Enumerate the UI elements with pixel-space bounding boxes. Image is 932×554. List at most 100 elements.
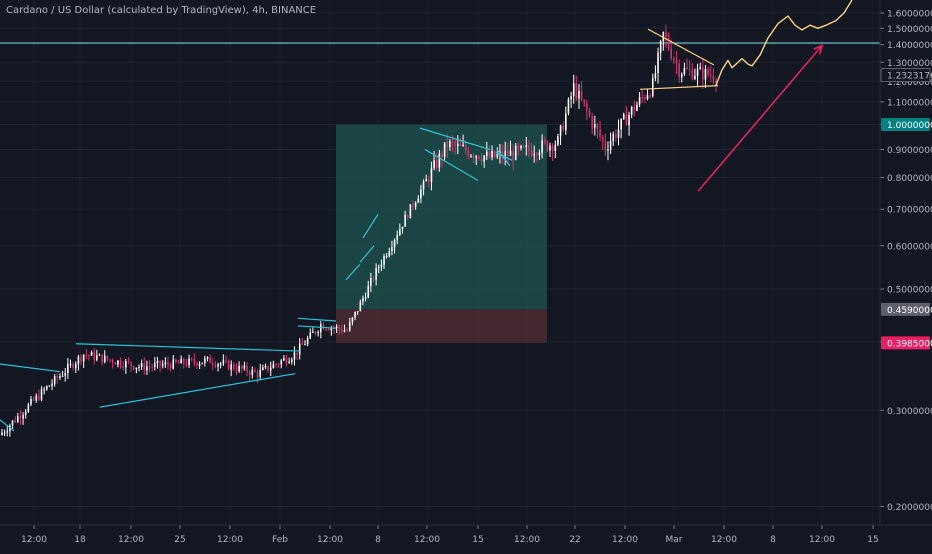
candle-body (74, 364, 77, 369)
candle-body (225, 360, 227, 362)
candle-body (665, 32, 667, 38)
candle-body (277, 364, 280, 366)
candle-body (449, 141, 451, 148)
candle-body (622, 114, 625, 119)
candle-body (238, 365, 240, 372)
candle-body (485, 151, 488, 156)
candle-body (670, 48, 673, 59)
price-tag-label: 1.23231767 (887, 71, 932, 81)
x-axis[interactable]: 12:00 18 12:00 25 12:00 Feb 12:00 8 12:00 15 12:00… (0, 524, 932, 545)
candle-body (543, 140, 546, 142)
candle-body (27, 404, 30, 412)
x-tick-label: 12:00 (711, 535, 737, 545)
candle-body (343, 330, 346, 332)
x-tick-label: 12:00 (414, 535, 440, 545)
candle-body (222, 360, 225, 364)
candle-body (662, 32, 665, 42)
y-tick-label: 1.10000000 (887, 98, 932, 108)
y-tick-label: 1.20000000 (887, 78, 932, 88)
candle-body (501, 151, 504, 158)
candle-body (575, 83, 578, 99)
candle-body (480, 159, 483, 162)
candle-body (217, 364, 219, 367)
candle-body (148, 366, 151, 368)
candle-body (451, 141, 454, 143)
candle-body (470, 155, 472, 157)
candle-body (446, 142, 449, 148)
trendline-support (99, 373, 296, 408)
candle-body (227, 360, 230, 370)
x-tick-label: 22 (569, 535, 580, 545)
candle-body (320, 324, 322, 333)
candle-body (254, 369, 256, 372)
candle-body (235, 369, 238, 372)
candle-body (298, 343, 301, 355)
y-axis[interactable]: 1.60000000 1.50000000 1.40000000 1.30000000… (879, 0, 932, 525)
x-tick-label: 12:00 (612, 535, 638, 545)
candle-body (169, 365, 172, 369)
y-tick-label: 0.70000000 (887, 206, 932, 216)
candle-body (11, 420, 14, 426)
candle-body (53, 376, 56, 384)
candle-body (435, 160, 438, 168)
candle-body (549, 145, 551, 151)
trendline-wedge-bottom (424, 149, 479, 181)
price-tag-bg (881, 118, 930, 132)
candle-body (686, 68, 688, 70)
candle-body (3, 432, 6, 434)
candle-body (438, 153, 441, 168)
x-tick-label: Feb (272, 535, 288, 545)
candle-body (175, 359, 177, 363)
candle-body (372, 278, 375, 280)
x-tick-label: 12:00 (809, 535, 835, 545)
candle-body (702, 67, 704, 80)
candle-body (525, 145, 528, 147)
candle-body (314, 331, 317, 334)
candle-body (341, 329, 343, 332)
candle-body (6, 431, 9, 433)
candle-body (146, 366, 148, 371)
candle-body (409, 204, 412, 219)
price-tag-label: 1.00000000 (887, 121, 932, 131)
candle-body (59, 376, 61, 379)
candle-body (517, 145, 520, 149)
candle-body (272, 364, 275, 369)
candle-body (283, 358, 285, 361)
candle-body (557, 136, 559, 145)
candle-body (472, 155, 475, 158)
candle-body (56, 376, 59, 379)
candle-body (673, 58, 675, 61)
x-tick-label: 25 (174, 535, 185, 545)
candle-body (82, 354, 85, 362)
candle-body (583, 99, 586, 104)
candle-body (514, 145, 517, 160)
candle-body (14, 420, 16, 422)
candle-body (177, 362, 180, 364)
candle-body (459, 143, 462, 146)
candle-body (291, 359, 293, 362)
candle-body (551, 145, 554, 151)
candle-body (696, 68, 699, 76)
candle-body (649, 95, 651, 97)
candle-body (167, 362, 169, 366)
trendline-mini-b (496, 149, 511, 167)
y-tick-label: 1.30000000 (887, 59, 932, 69)
candle-body (219, 363, 222, 365)
candle-body (285, 358, 288, 364)
drawings[interactable] (0, 0, 853, 432)
candle-body (630, 106, 633, 115)
candle-body (615, 134, 617, 138)
candle-body (159, 360, 161, 366)
candle-body (143, 363, 146, 371)
candle-body (691, 69, 694, 80)
candle-body (414, 202, 417, 207)
candle-body (709, 74, 712, 76)
candle-body (715, 80, 717, 83)
price-tags: 1.23231767 1.00000000 0.45900000 0.39850000 (880, 67, 932, 350)
candle-body (377, 267, 380, 269)
candle-body (264, 365, 267, 368)
candle-body (188, 358, 190, 366)
candle-body (364, 297, 367, 299)
